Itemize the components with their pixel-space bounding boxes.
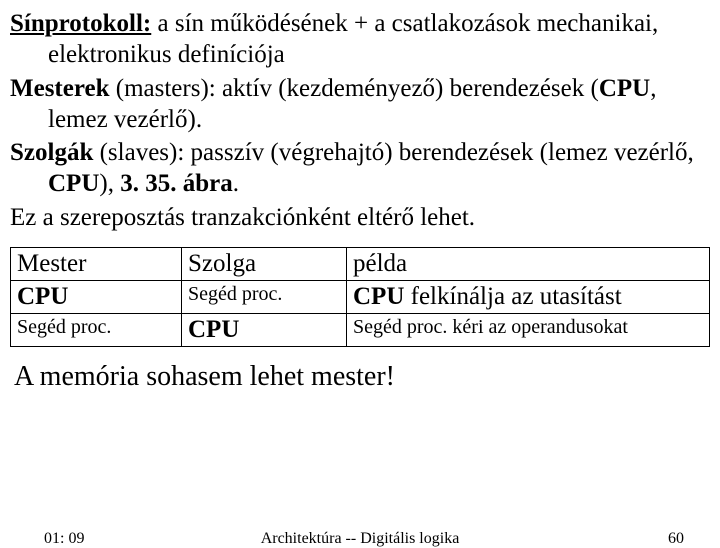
text-szolgak-1: (slaves): passzív (végrehajtó) berendezé… — [93, 139, 693, 166]
header-pelda: példa — [347, 247, 710, 280]
cell-r2c2: CPU — [182, 313, 347, 346]
cell-r1c3: CPU felkínálja az utasítást — [347, 280, 710, 313]
term-sinprotokoll: Sínprotokoll: — [10, 10, 151, 37]
cell-r1c1: CPU — [11, 280, 182, 313]
roles-table: Mester Szolga példa CPU Segéd proc. CPU … — [10, 247, 710, 347]
cell-r2c3: Segéd proc. kéri az operandusokat — [347, 313, 710, 346]
closing-paragraph-text: Ez a szereposztás tranzakciónként eltérő… — [10, 204, 475, 231]
term-mesterek: Mesterek — [10, 75, 110, 102]
term-szolgak: Szolgák — [10, 139, 93, 166]
text-szolgak-2: ), — [99, 170, 120, 197]
text-mesterek-cpu: CPU — [599, 75, 650, 102]
closing-statement: A memória sohasem lehet mester! — [14, 361, 710, 393]
footer-page-number: 60 — [668, 530, 684, 548]
table-row: Segéd proc. CPU Segéd proc. kéri az oper… — [11, 313, 710, 346]
closing-paragraph: Ez a szereposztás tranzakciónként eltérő… — [10, 202, 710, 233]
cell-r1c3-bold: CPU — [353, 283, 404, 310]
header-szolga: Szolga — [182, 247, 347, 280]
text-szolgak-3: . — [233, 170, 239, 197]
definition-mesterek: Mesterek (masters): aktív (kezdeményező)… — [10, 73, 710, 136]
text-szolgak-fig: 3. 35. ábra — [120, 170, 233, 197]
slide-body: Sínprotokoll: a sín működésének + a csat… — [0, 0, 720, 393]
definition-sinprotokoll: Sínprotokoll: a sín működésének + a csat… — [10, 8, 710, 71]
table-row: CPU Segéd proc. CPU felkínálja az utasít… — [11, 280, 710, 313]
cell-r2c1: Segéd proc. — [11, 313, 182, 346]
footer-title: Architektúra -- Digitális logika — [0, 530, 720, 548]
text-mesterek-1: (masters): aktív (kezdeményező) berendez… — [110, 75, 599, 102]
cell-r1c3-rest: felkínálja az utasítást — [404, 283, 621, 310]
header-mester: Mester — [11, 247, 182, 280]
cell-r1c2: Segéd proc. — [182, 280, 347, 313]
definition-szolgak: Szolgák (slaves): passzív (végrehajtó) b… — [10, 137, 710, 200]
text-szolgak-cpu: CPU — [48, 170, 99, 197]
table-header-row: Mester Szolga példa — [11, 247, 710, 280]
